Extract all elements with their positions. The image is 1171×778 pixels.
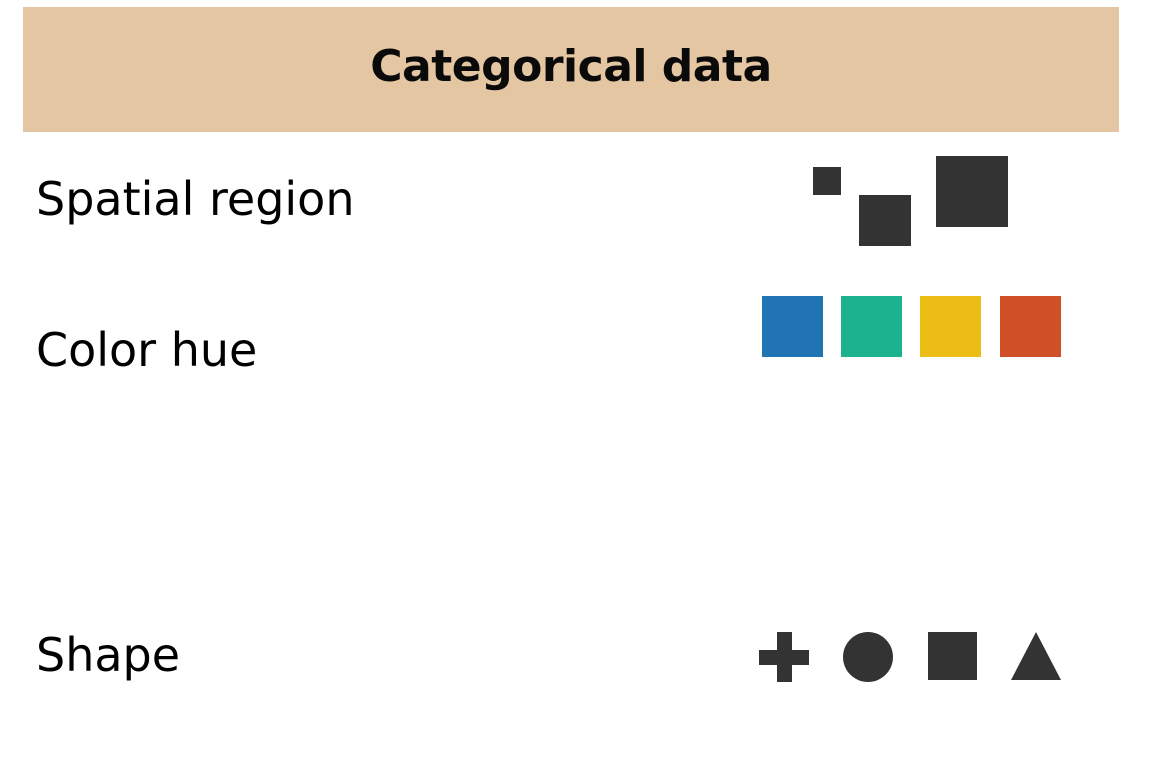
medium-square-icon [859,195,911,246]
row-label-spatial-region: Spatial region [36,172,355,226]
yellow-swatch [920,296,981,357]
teal-swatch [841,296,902,357]
square-icon [928,632,977,680]
small-square-icon [813,167,841,195]
row-label-color-hue: Color hue [36,323,258,377]
shapes-group [759,632,1061,682]
blue-swatch [762,296,823,357]
row-label-shape: Shape [36,628,181,682]
large-square-icon [936,156,1008,227]
circle-icon [843,632,893,682]
header-banner: Categorical data [23,7,1119,132]
page-title: Categorical data [370,40,772,92]
triangle-icon [1011,632,1061,680]
orange-swatch [1000,296,1061,357]
plus-icon [759,632,809,682]
